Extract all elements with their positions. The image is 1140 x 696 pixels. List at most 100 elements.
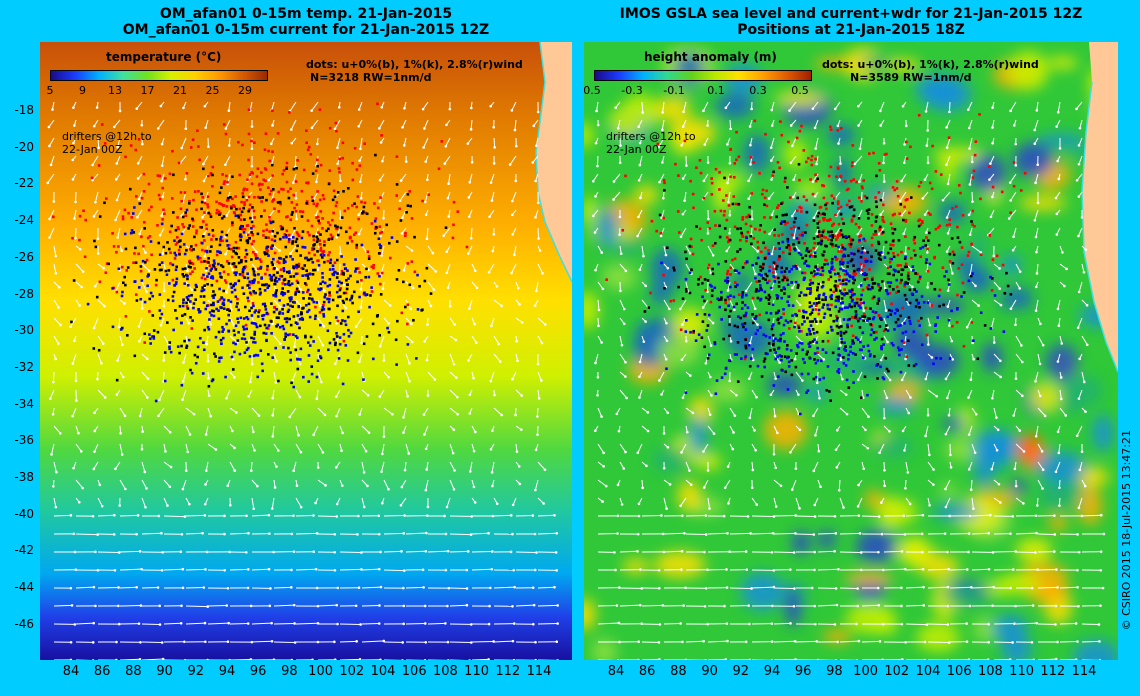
vector-head [490,471,494,474]
vector-head [201,531,204,535]
current-vector [49,209,55,220]
vector-head [1008,181,1012,184]
vector-head [231,429,234,433]
current-vector [251,497,255,509]
vector-head [992,254,996,258]
current-vector [449,317,456,325]
vector-head [135,107,139,110]
current-vector [535,281,539,292]
drifter-dot [141,259,145,263]
drifter-dot [901,306,905,310]
drifter-dot [218,213,221,216]
drifter-dot [752,161,755,164]
drifter-dot [250,306,253,310]
current-vector [1035,227,1039,238]
drifter-dot [372,266,375,270]
vector-head [771,604,774,608]
current-vector [1037,353,1041,364]
vector-head [512,658,516,660]
drifter-dot [200,260,203,263]
drifter-dot [315,216,318,219]
drifter-dot [308,272,312,276]
current-vector [75,622,94,625]
drifter-dot [227,313,230,317]
drifter-dot [379,244,383,248]
vector-head [638,603,642,607]
drifter-dot [903,284,906,288]
drifter-dot [777,234,781,237]
drifter-dot [322,303,325,307]
current-vector [185,532,203,535]
drifter-dot [408,283,412,287]
drifter-dot [387,330,391,334]
drifter-dot [689,237,693,241]
vector-head [967,213,971,217]
vector-head [900,622,904,626]
drifter-dot [751,296,755,300]
vector-head [792,551,796,554]
vector-head [664,357,668,361]
vector-head [358,360,361,363]
vector-head [445,250,449,253]
drifter-dot [345,297,348,301]
drifter-dot [197,190,200,193]
drifter-dot [247,299,250,303]
drifter-dot [312,247,316,251]
drifter-dot [260,314,264,318]
drifter-dot [328,169,332,172]
vector-head [921,567,925,571]
drifter-dot [156,224,159,227]
drifter-dot [212,290,215,293]
drifter-dot [247,158,250,162]
current-vector [946,209,951,218]
current-vector [493,335,500,345]
vector-head [474,430,477,434]
vector-head [293,622,296,625]
current-vector [515,551,537,554]
vector-head [117,604,120,608]
vector-head [770,640,774,643]
vector-head [683,199,686,202]
vector-head [618,640,621,644]
vector-head [534,179,537,183]
left-title-line2: OM_afan01 0-15m current for 21-Jan-2015 … [122,22,490,38]
drifter-dot [333,261,337,264]
drifter-dot [354,270,357,273]
drifter-dot [263,167,267,170]
drifter-dot [265,223,268,226]
vector-head [203,502,207,506]
current-vector [1015,335,1022,346]
vector-head [333,362,337,365]
vector-head [857,639,861,643]
current-vector [883,299,887,311]
current-vector [249,371,253,383]
current-vector [859,137,863,149]
drifter-dot [220,230,224,234]
drifter-dot [390,236,394,239]
current-vector [163,479,171,488]
vector-head [967,108,970,111]
drifter-dot [297,290,301,294]
vector-head [205,550,209,554]
current-vector [185,443,189,452]
drifter-dot [678,231,681,234]
drifter-dot [370,290,374,293]
drifter-dot [246,296,250,300]
current-vector [619,443,626,453]
vector-head [751,468,755,472]
current-vector [925,101,929,112]
drifter-dot [695,166,698,170]
vector-head [1036,201,1040,205]
current-vector [361,425,370,433]
vector-head [46,181,50,185]
vector-head [167,343,171,346]
drifter-dot [103,201,106,205]
vector-head [729,127,732,131]
drifter-dot [355,168,359,171]
current-vector [945,479,951,490]
vector-head [946,182,950,186]
drifter-dot [862,312,866,316]
vector-head [400,550,403,553]
vector-head [271,124,274,127]
vector-head [900,586,903,590]
